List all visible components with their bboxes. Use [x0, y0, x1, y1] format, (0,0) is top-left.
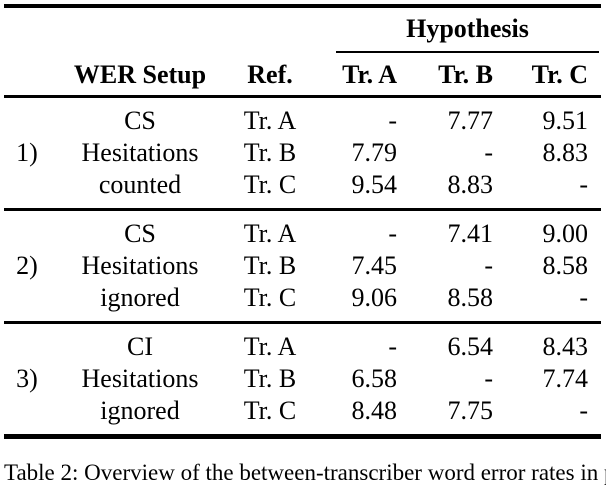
column-header-tr-a: Tr. A — [342, 60, 397, 89]
table-header: Hypothesis WER Setup Ref. Tr. A Tr. B Tr… — [4, 8, 601, 95]
ref-cell: Tr. C — [243, 396, 297, 425]
wer-cell: 7.77 — [447, 106, 494, 135]
wer-cell: 8.58 — [447, 283, 494, 312]
wer-cell: - — [388, 106, 397, 135]
setup-line: CS — [124, 219, 156, 248]
wer-cell: 9.51 — [542, 106, 589, 135]
table-group-2: 2) CS Hesitations ignored Tr. A - 7.41 9… — [4, 211, 588, 321]
wer-cell: - — [388, 332, 397, 361]
wer-cell: - — [579, 396, 588, 425]
wer-cell: - — [579, 170, 588, 199]
group-separator-rule — [4, 208, 601, 211]
hypothesis-spanning-header: Hypothesis — [406, 14, 529, 43]
wer-cell: 8.83 — [542, 138, 589, 167]
wer-cell: 9.54 — [351, 170, 398, 199]
wer-cell: 7.45 — [351, 251, 398, 280]
top-rule — [4, 4, 601, 8]
wer-cell: 7.41 — [447, 219, 494, 248]
wer-cell: - — [484, 251, 493, 280]
column-header-tr-b: Tr. B — [438, 60, 493, 89]
setup-line: ignored — [100, 396, 180, 425]
column-header-ref: Ref. — [247, 60, 293, 89]
wer-cell: 9.00 — [542, 219, 589, 248]
wer-cell: - — [484, 364, 493, 393]
wer-cell: 8.83 — [447, 170, 494, 199]
setup-line: ignored — [100, 283, 180, 312]
wer-cell: 9.06 — [351, 283, 398, 312]
setup-line: counted — [98, 170, 182, 199]
wer-cell: 7.79 — [351, 138, 398, 167]
setup-line: CS — [124, 106, 156, 135]
bottom-rule — [4, 434, 601, 439]
header-rule — [4, 95, 601, 98]
wer-cell: 8.58 — [542, 251, 589, 280]
ref-cell: Tr. B — [243, 251, 297, 280]
group-number: 2) — [16, 251, 38, 280]
column-header-tr-c: Tr. C — [531, 60, 588, 89]
column-header-wer-setup: WER Setup — [73, 60, 207, 89]
wer-cell: 7.75 — [447, 396, 494, 425]
table-group-1: 1) CS Hesitations counted Tr. A - 7.77 9… — [4, 98, 588, 208]
wer-cell: - — [484, 138, 493, 167]
ref-cell: Tr. C — [243, 170, 297, 199]
table-caption: Table 2: Overview of the between-transcr… — [4, 460, 606, 485]
ref-cell: Tr. B — [243, 138, 297, 167]
ref-cell: Tr. A — [243, 332, 297, 361]
setup-line: Hesitations — [81, 138, 199, 167]
wer-cell: - — [579, 283, 588, 312]
setup-line: Hesitations — [81, 251, 199, 280]
ref-cell: Tr. A — [243, 219, 297, 248]
setup-line: CI — [127, 332, 153, 361]
group-separator-rule — [4, 321, 601, 324]
setup-line: Hesitations — [81, 364, 199, 393]
wer-cell: - — [388, 219, 397, 248]
wer-cell: 6.58 — [351, 364, 398, 393]
group-number: 1) — [16, 138, 38, 167]
wer-cell: 7.74 — [542, 364, 589, 393]
ref-cell: Tr. B — [243, 364, 297, 393]
paper-table: Hypothesis WER Setup Ref. Tr. A Tr. B Tr… — [4, 4, 606, 488]
ref-cell: Tr. C — [243, 283, 297, 312]
group-number: 3) — [16, 364, 38, 393]
wer-cell: 8.48 — [351, 396, 398, 425]
column-header-row: WER Setup Ref. Tr. A Tr. B Tr. C — [4, 57, 588, 93]
wer-cell: 6.54 — [447, 332, 494, 361]
ref-cell: Tr. A — [243, 106, 297, 135]
table-group-3: 3) CI Hesitations ignored Tr. A - 6.54 8… — [4, 324, 588, 434]
wer-cell: 8.43 — [542, 332, 589, 361]
hypothesis-underline-rule — [336, 51, 599, 53]
